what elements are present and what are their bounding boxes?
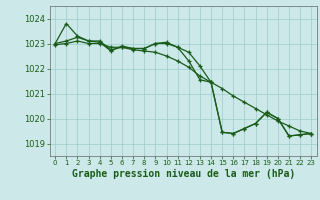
X-axis label: Graphe pression niveau de la mer (hPa): Graphe pression niveau de la mer (hPa) (72, 169, 295, 179)
